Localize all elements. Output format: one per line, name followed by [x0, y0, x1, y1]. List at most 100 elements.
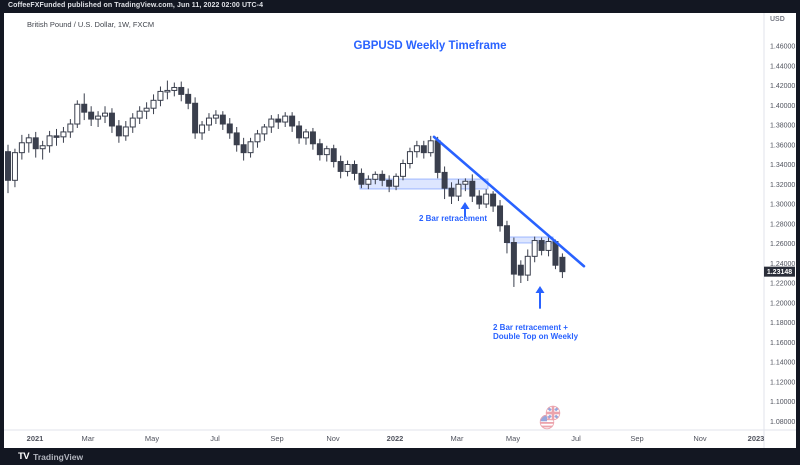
candle-body [400, 163, 407, 177]
candle-body [420, 145, 427, 154]
annotation-label: 2 Bar retracement + [493, 323, 568, 332]
candle-body [448, 187, 455, 197]
candle-body [108, 112, 115, 127]
candle-body [95, 115, 102, 120]
tradingview-brand-link[interactable]: TradingView [33, 451, 84, 462]
annotation-label: 2 Bar retracement [419, 214, 487, 223]
candle-body [67, 123, 74, 133]
currency-label: USD [770, 16, 785, 23]
candle-body [164, 89, 171, 93]
candle-body [302, 131, 309, 139]
candle-body [524, 255, 531, 276]
price-tick-label: 1.12000 [770, 379, 795, 386]
time-tick-label: Mar [82, 434, 95, 443]
candle-body [115, 125, 122, 137]
candle-body [316, 143, 323, 156]
price-tick-label: 1.24000 [770, 261, 795, 268]
candle-body [53, 135, 60, 138]
candle-body [462, 180, 469, 185]
candle-body [344, 164, 351, 172]
candle-body [122, 126, 129, 137]
chart-title: GBPUSD Weekly Timeframe [353, 40, 507, 52]
price-tick-label: 1.42000 [770, 83, 795, 90]
price-tick-label: 1.40000 [770, 103, 795, 110]
candle-body [11, 152, 18, 181]
candle-body [503, 225, 510, 244]
price-tick-label: 1.28000 [770, 221, 795, 228]
candle-body [351, 164, 358, 174]
last-price-box [764, 266, 795, 277]
candle-body [510, 242, 517, 275]
candle-body [289, 115, 296, 127]
pair-flags-watermark-icon [539, 405, 561, 430]
candle-body [358, 172, 365, 185]
candle-body [538, 240, 545, 251]
candle-body [323, 148, 330, 156]
candle-body [552, 241, 559, 266]
candle-body [483, 193, 490, 205]
time-tick-label: May [506, 434, 520, 443]
candle-body [254, 133, 261, 143]
2-bar-retracement-zone[interactable] [359, 178, 489, 190]
candle-body [25, 137, 32, 144]
candles-layer[interactable] [5, 80, 566, 287]
candle-body [275, 118, 282, 123]
candle-body [136, 110, 143, 119]
candle-body [365, 178, 372, 185]
price-tick-label: 1.32000 [770, 182, 795, 189]
candle-body [81, 103, 88, 113]
price-chart-plot[interactable]: USD1.460001.440001.420001.400001.380001.… [4, 13, 796, 448]
candle-body [330, 148, 337, 163]
candle-body [406, 151, 413, 165]
up-arrow-head-icon [460, 202, 470, 210]
candle-body [309, 131, 316, 145]
time-tick-label: May [145, 434, 159, 443]
candle-body [441, 171, 448, 189]
candle-body [157, 90, 164, 101]
candle-body [469, 180, 476, 197]
last-price-label: 1.23148 [764, 266, 795, 277]
chart-area[interactable]: British Pound / U.S. Dollar, 1W, FXCM GB… [4, 13, 796, 448]
annotation-arrow-1[interactable]: 2 Bar retracement [419, 202, 487, 223]
candle-body [413, 145, 420, 153]
descending-trendline[interactable] [432, 135, 586, 268]
candle-body [296, 125, 303, 139]
candle-body [497, 205, 504, 227]
price-tick-label: 1.46000 [770, 44, 795, 51]
time-tick-label: Mar [451, 434, 464, 443]
candle-body [476, 195, 483, 205]
candle-body [517, 264, 524, 276]
candle-body [88, 111, 95, 120]
annotation-arrow-2[interactable]: 2 Bar retracement +Double Top on Weekly [493, 285, 579, 341]
time-axis-ticks[interactable]: 2021 Mar May Jul Sep Nov 2022 Mar May Jul Sep Nov 20… [27, 434, 765, 443]
tradingview-logo-icon[interactable]: TV [18, 451, 30, 462]
price-tick-label: 1.44000 [770, 63, 795, 70]
price-tick-label: 1.16000 [770, 340, 795, 347]
time-tick-label: Nov [326, 434, 340, 443]
candle-body [393, 175, 400, 187]
candle-body [32, 137, 39, 150]
candle-body [427, 140, 434, 154]
candle-body [199, 124, 206, 134]
candle-body [46, 135, 53, 147]
price-tick-label: 1.34000 [770, 162, 795, 169]
candle-body [129, 117, 136, 128]
price-tick-label: 1.30000 [770, 202, 795, 209]
price-tick-label: 1.08000 [770, 419, 795, 426]
candle-body [205, 117, 212, 126]
price-tick-label: 1.26000 [770, 241, 795, 248]
candle-body [102, 112, 109, 117]
candle-body [455, 183, 462, 197]
symbol-description: British Pound / U.S. Dollar, 1W, FXCM [27, 20, 155, 29]
candle-body [372, 173, 379, 180]
price-axis-ticks[interactable]: 1.46000 1.44000 1.42000 1.40000 1.38000 1.360… [770, 44, 795, 426]
candle-body [192, 102, 199, 134]
candle-body [240, 144, 247, 154]
candle-body [531, 240, 538, 257]
annotation-label: Double Top on Weekly [493, 332, 579, 341]
candle-body [18, 142, 25, 154]
candle-body [74, 103, 81, 125]
candle-body [60, 131, 67, 138]
price-tick-label: 1.20000 [770, 300, 795, 307]
